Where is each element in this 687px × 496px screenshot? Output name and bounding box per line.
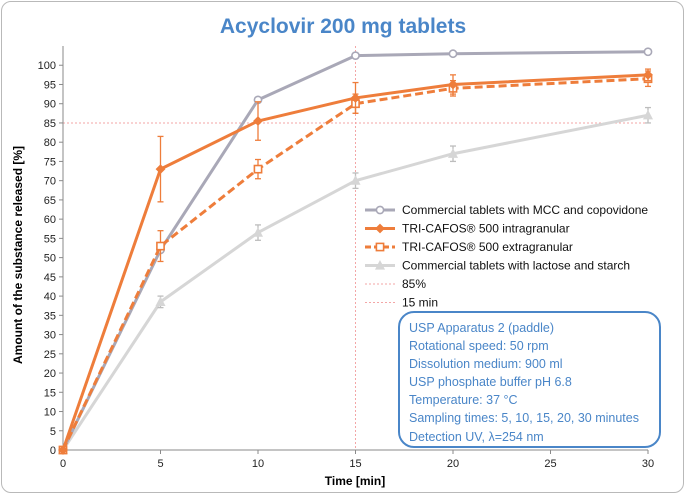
legend-label: TRI-CAFOS® 500 intragranular <box>402 222 570 236</box>
axes: 0510152025303540455055606570758085909510… <box>38 46 654 470</box>
x-tick-label: 0 <box>60 458 66 470</box>
x-tick-label: 5 <box>157 458 163 470</box>
legend-swatch-marker <box>375 242 385 252</box>
data-point <box>253 116 263 126</box>
legend-label: Commercial tablets with MCC and copovido… <box>402 203 648 217</box>
x-tick-label: 10 <box>252 458 264 470</box>
y-tick-label: 5 <box>50 426 56 438</box>
legend-label: 85% <box>402 277 426 291</box>
y-tick-label: 100 <box>38 60 56 72</box>
y-tick-label: 55 <box>44 233 56 245</box>
legend-entry-4: 85% <box>365 277 426 291</box>
x-tick-label: 30 <box>642 458 654 470</box>
chart-title: Acyclovir 200 mg tablets <box>220 15 466 38</box>
y-tick-label: 45 <box>44 272 56 284</box>
data-point <box>253 164 263 174</box>
data-point <box>350 93 361 103</box>
x-tick-label: 20 <box>447 458 459 470</box>
legend: Commercial tablets with MCC and copovido… <box>365 203 648 310</box>
series-layer <box>57 47 654 455</box>
y-tick-label: 75 <box>44 156 56 168</box>
legend-swatch-marker <box>375 205 385 215</box>
legend-entry-2: TRI-CAFOS® 500 extragranular <box>365 240 573 254</box>
legend-entry-1: TRI-CAFOS® 500 intragranular <box>365 222 570 236</box>
y-tick-label: 10 <box>44 407 56 419</box>
method-info-box: USP Apparatus 2 (paddle) Rotational speed… <box>398 311 661 448</box>
legend-entry-0: Commercial tablets with MCC and copovido… <box>365 203 648 217</box>
info-line: Sampling times: 5, 10, 15, 20, 30 minute… <box>409 411 639 426</box>
data-point <box>351 51 360 61</box>
y-tick-label: 80 <box>44 137 56 149</box>
y-tick-label: 60 <box>44 214 56 226</box>
y-tick-label: 85 <box>44 118 56 130</box>
y-tick-label: 50 <box>44 253 56 265</box>
series-line <box>61 113 649 451</box>
data-point <box>155 164 166 175</box>
x-axis-label: Time [min] <box>325 474 385 488</box>
data-point <box>58 445 68 455</box>
legend-entry-3: Commercial tablets with lactose and star… <box>365 259 630 273</box>
info-line: Detection UV, λ=254 nm <box>409 429 544 444</box>
data-point <box>156 241 165 251</box>
data-point <box>448 49 458 59</box>
y-tick-label: 25 <box>44 349 56 361</box>
y-tick-label: 0 <box>50 445 56 457</box>
info-line: USP Apparatus 2 (paddle) <box>409 321 555 335</box>
y-axis-label: Amount of the substance released [%] <box>11 146 25 364</box>
y-tick-label: 15 <box>44 387 56 399</box>
data-point <box>642 109 654 120</box>
data-point <box>447 148 459 158</box>
y-tick-label: 30 <box>44 330 56 342</box>
legend-swatch-marker <box>375 223 385 234</box>
legend-label: 15 min <box>402 296 438 310</box>
legend-label: TRI-CAFOS® 500 extragranular <box>402 240 573 254</box>
x-tick-label: 15 <box>349 458 361 470</box>
data-point <box>448 79 458 90</box>
y-tick-label: 20 <box>44 368 56 380</box>
legend-entry-5: 15 min <box>365 296 438 310</box>
y-tick-label: 70 <box>44 176 56 188</box>
y-tick-label: 90 <box>44 99 56 111</box>
y-tick-label: 35 <box>44 310 56 322</box>
data-point <box>252 227 264 237</box>
reference-lines <box>63 46 648 450</box>
x-tick-label: 25 <box>544 458 556 470</box>
legend-label: Commercial tablets with lactose and star… <box>402 259 630 273</box>
y-tick-label: 40 <box>44 291 56 303</box>
data-point <box>643 69 653 80</box>
data-point <box>155 296 166 306</box>
info-line: Temperature: 37 °C <box>409 393 518 408</box>
data-point <box>643 47 653 57</box>
legend-swatch-marker <box>374 260 386 270</box>
info-line: Dissolution medium: 900 ml <box>409 357 563 372</box>
series-line <box>61 77 649 451</box>
series-line <box>61 73 649 451</box>
info-line: Rotational speed: 50 rpm <box>409 339 549 354</box>
series-1 <box>58 68 653 455</box>
info-line: USP phosphate buffer pH 6.8 <box>409 375 572 390</box>
y-tick-label: 95 <box>44 79 56 91</box>
y-tick-label: 65 <box>44 195 56 207</box>
data-point <box>350 175 361 185</box>
